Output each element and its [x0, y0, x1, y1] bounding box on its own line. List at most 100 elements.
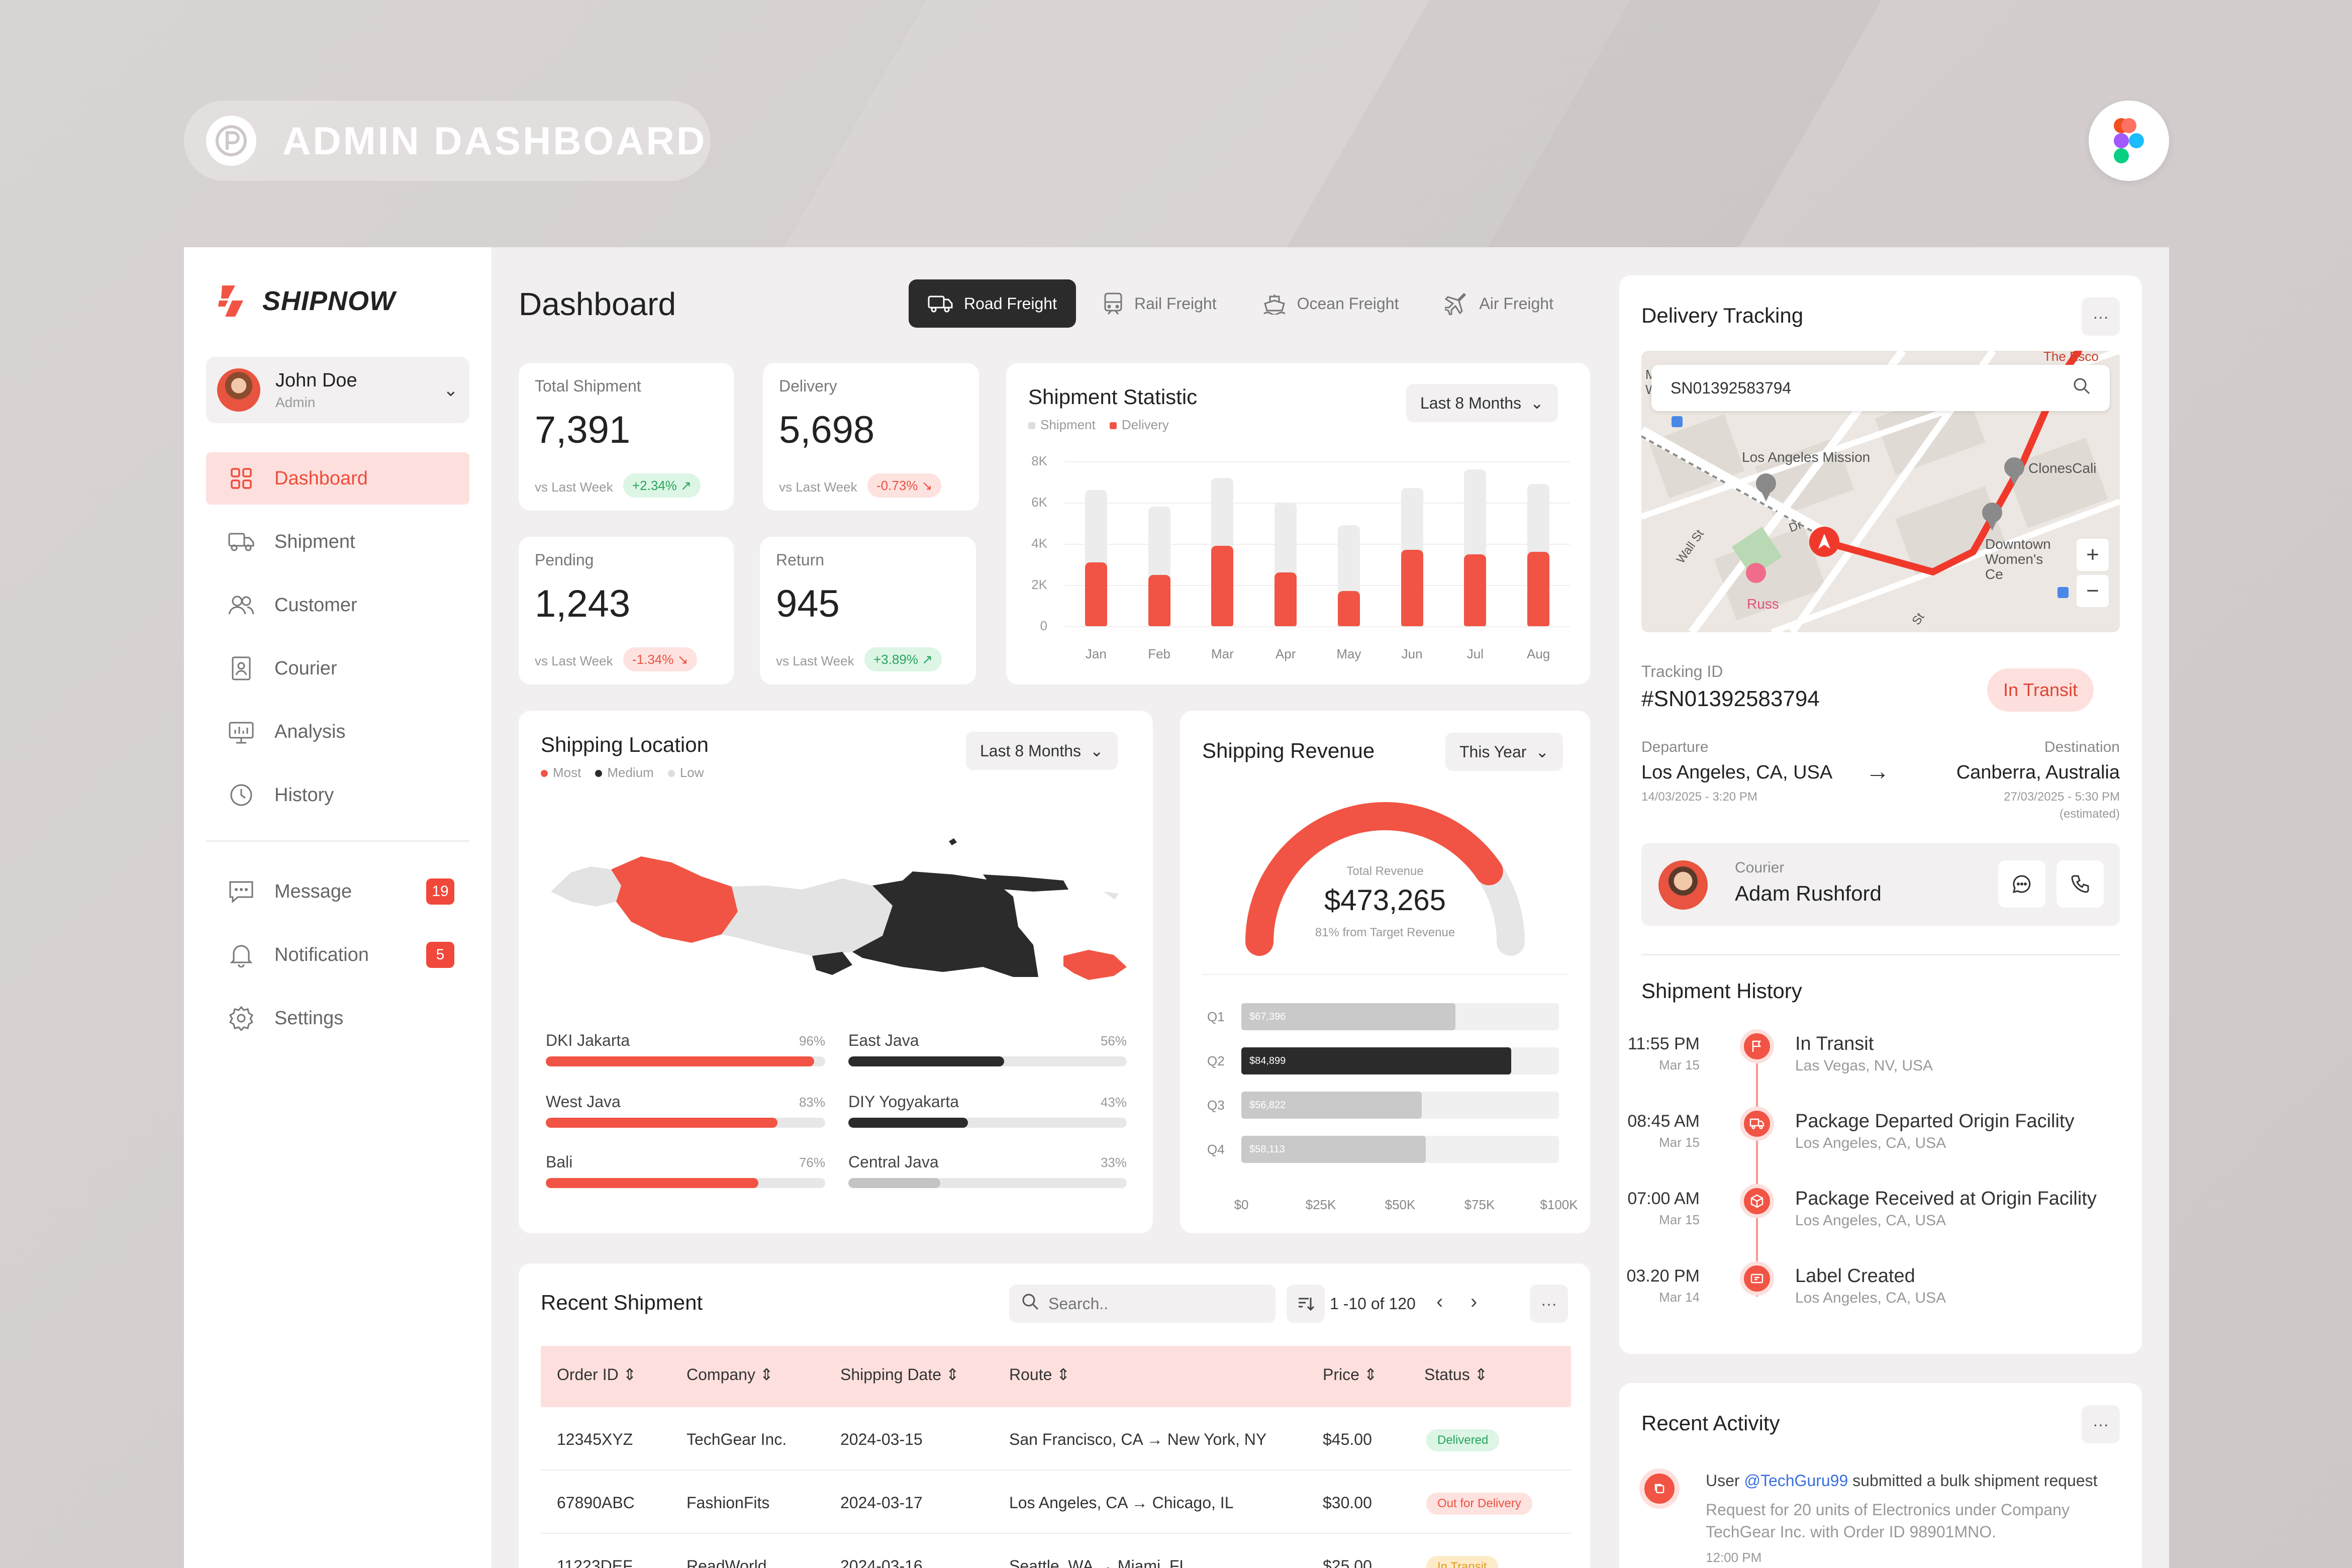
- recent-shipment-card: Recent Shipment 1 -10 of 120 ‹ › ··· Ord…: [519, 1263, 1590, 1568]
- region-progress: [848, 1056, 1127, 1066]
- tracking-map[interactable]: Los Angeles Mission ClonesCali Downtown …: [1641, 351, 2120, 632]
- x-tick-label: $100K: [1540, 1197, 1578, 1212]
- period-dropdown[interactable]: Last 8 Months ⌄: [1406, 384, 1558, 422]
- sidebar-item-label: Dashboard: [274, 467, 368, 489]
- more-options-button[interactable]: ···: [2082, 298, 2120, 336]
- sidebar-item-analysis[interactable]: Analysis: [206, 706, 469, 758]
- revenue-bar[interactable]: $67,396: [1241, 1003, 1455, 1030]
- event-title: Package Received at Origin Facility: [1795, 1188, 2097, 1209]
- zoom-in-button[interactable]: +: [2077, 539, 2109, 571]
- map-label: Russ: [1747, 596, 1779, 612]
- next-page-button[interactable]: ›: [1471, 1291, 1478, 1313]
- table-row[interactable]: 67890ABC FashionFits 2024-03-17 Los Ange…: [541, 1471, 1571, 1534]
- stat-card-pending: Pending 1,243 vs Last Week -1.34% ↘: [519, 537, 734, 684]
- sidebar-item-shipment[interactable]: Shipment: [206, 516, 469, 568]
- search-icon[interactable]: [2073, 377, 2091, 399]
- col-status[interactable]: Status ⇕: [1424, 1365, 1488, 1384]
- region-pct: 76%: [799, 1155, 825, 1170]
- bar-delivery[interactable]: [1148, 574, 1170, 626]
- col-order-id[interactable]: Order ID ⇕: [557, 1365, 637, 1384]
- bar-delivery[interactable]: [1085, 562, 1107, 626]
- activity-user-link[interactable]: @TechGuru99: [1744, 1472, 1848, 1490]
- tab-road-freight[interactable]: Road Freight: [909, 279, 1076, 328]
- cell-price: $30.00: [1323, 1494, 1372, 1512]
- user-name: John Doe: [275, 369, 357, 391]
- region-east-small: [1104, 892, 1119, 900]
- map-legend: Most Medium Low: [541, 765, 704, 780]
- sidebar-item-courier[interactable]: Courier: [206, 642, 469, 695]
- revenue-bar[interactable]: $84,899: [1241, 1047, 1511, 1074]
- event-time: 11:55 PM: [1627, 1034, 1700, 1053]
- sidebar-item-message[interactable]: Message 19: [206, 865, 469, 918]
- target-text: 81% from Target Revenue: [1315, 926, 1455, 939]
- revenue-bar[interactable]: $56,822: [1241, 1092, 1422, 1119]
- x-tick-label: May: [1336, 646, 1361, 661]
- period-dropdown[interactable]: This Year ⌄: [1445, 733, 1563, 771]
- ellipsis-icon: ···: [2093, 1415, 2109, 1433]
- cell-route: San Francisco, CA → New York, NY: [1009, 1430, 1267, 1448]
- sidebar-item-notification[interactable]: Notification 5: [206, 929, 469, 981]
- region-progress: [546, 1178, 825, 1188]
- user-profile[interactable]: John Doe Admin ⌄: [206, 357, 469, 423]
- bar-delivery[interactable]: [1464, 554, 1487, 626]
- legend-low: Low: [667, 765, 704, 780]
- region-progress-fill: [546, 1178, 758, 1188]
- table-row[interactable]: 12345XYZ TechGear Inc. 2024-03-15 San Fr…: [541, 1407, 1571, 1471]
- table-row[interactable]: 11223DEF ReadWorld 2024-03-16 Seattle, W…: [541, 1534, 1571, 1568]
- sidebar-item-label: Message: [274, 880, 352, 902]
- sidebar-item-dashboard[interactable]: Dashboard: [206, 452, 469, 505]
- cell-order-id: 12345XYZ: [557, 1430, 633, 1448]
- col-shipping-date[interactable]: Shipping Date ⇕: [840, 1365, 959, 1384]
- grid-icon: [228, 465, 254, 492]
- cell-company: FashionFits: [687, 1494, 770, 1512]
- region-bali: [1063, 950, 1127, 980]
- search-box[interactable]: [1009, 1285, 1276, 1323]
- sort-filter-button[interactable]: [1287, 1285, 1325, 1323]
- bar-delivery[interactable]: [1527, 552, 1550, 626]
- event-place: Los Angeles, CA, USA: [1795, 1212, 1946, 1229]
- sidebar-item-history[interactable]: History: [206, 769, 469, 821]
- more-options-button[interactable]: ···: [1530, 1285, 1568, 1323]
- call-courier-button[interactable]: [2056, 860, 2104, 908]
- bar-delivery[interactable]: [1211, 546, 1234, 626]
- tab-rail-freight[interactable]: Rail Freight: [1084, 279, 1236, 328]
- gridline: [1064, 585, 1570, 586]
- zoom-out-button[interactable]: −: [2077, 575, 2109, 607]
- stat-label: Pending: [535, 551, 594, 569]
- more-options-button[interactable]: ···: [2082, 1405, 2120, 1443]
- col-route[interactable]: Route ⇕: [1009, 1365, 1070, 1384]
- gridline: [1064, 503, 1570, 504]
- bell-icon: [228, 942, 254, 968]
- event-title: Package Departed Origin Facility: [1795, 1111, 2075, 1132]
- destination-label: Destination: [2044, 739, 2120, 755]
- tracking-search[interactable]: SN01392583794: [1651, 365, 2110, 411]
- stat-vs: vs Last Week: [535, 653, 613, 668]
- tab-air-freight[interactable]: Air Freight: [1426, 279, 1573, 328]
- prev-page-button[interactable]: ‹: [1436, 1291, 1443, 1313]
- cell-date: 2024-03-16: [840, 1557, 923, 1568]
- ship-icon: [1263, 292, 1286, 315]
- avatar: [217, 368, 260, 412]
- divider: [1202, 974, 1568, 975]
- tracking-search-input[interactable]: SN01392583794: [1671, 378, 1792, 397]
- col-price[interactable]: Price ⇕: [1323, 1365, 1378, 1384]
- cell-order-id: 67890ABC: [557, 1494, 635, 1512]
- col-company[interactable]: Company ⇕: [687, 1365, 773, 1384]
- period-dropdown[interactable]: Last 8 Months ⌄: [966, 732, 1118, 770]
- brand[interactable]: SHIPNOW: [217, 283, 396, 319]
- event-title: Label Created: [1795, 1265, 1915, 1287]
- chevron-down-icon[interactable]: ⌄: [443, 379, 458, 400]
- tab-ocean-freight[interactable]: Ocean Freight: [1244, 279, 1418, 328]
- chat-courier-button[interactable]: [1998, 860, 2045, 908]
- revenue-bar[interactable]: $58,113: [1241, 1136, 1426, 1163]
- departure-date: 14/03/2025 - 3:20 PM: [1641, 790, 1757, 804]
- legend-shipment: Shipment: [1028, 417, 1096, 433]
- bar-delivery[interactable]: [1401, 550, 1423, 626]
- bar-delivery[interactable]: [1337, 591, 1360, 626]
- sidebar-item-settings[interactable]: Settings: [206, 992, 469, 1044]
- search-input[interactable]: [1048, 1294, 1249, 1313]
- courier-name: Adam Rushford: [1735, 881, 1882, 905]
- bar-delivery[interactable]: [1275, 572, 1297, 626]
- id-card-icon: [228, 655, 254, 681]
- sidebar-item-customer[interactable]: Customer: [206, 579, 469, 631]
